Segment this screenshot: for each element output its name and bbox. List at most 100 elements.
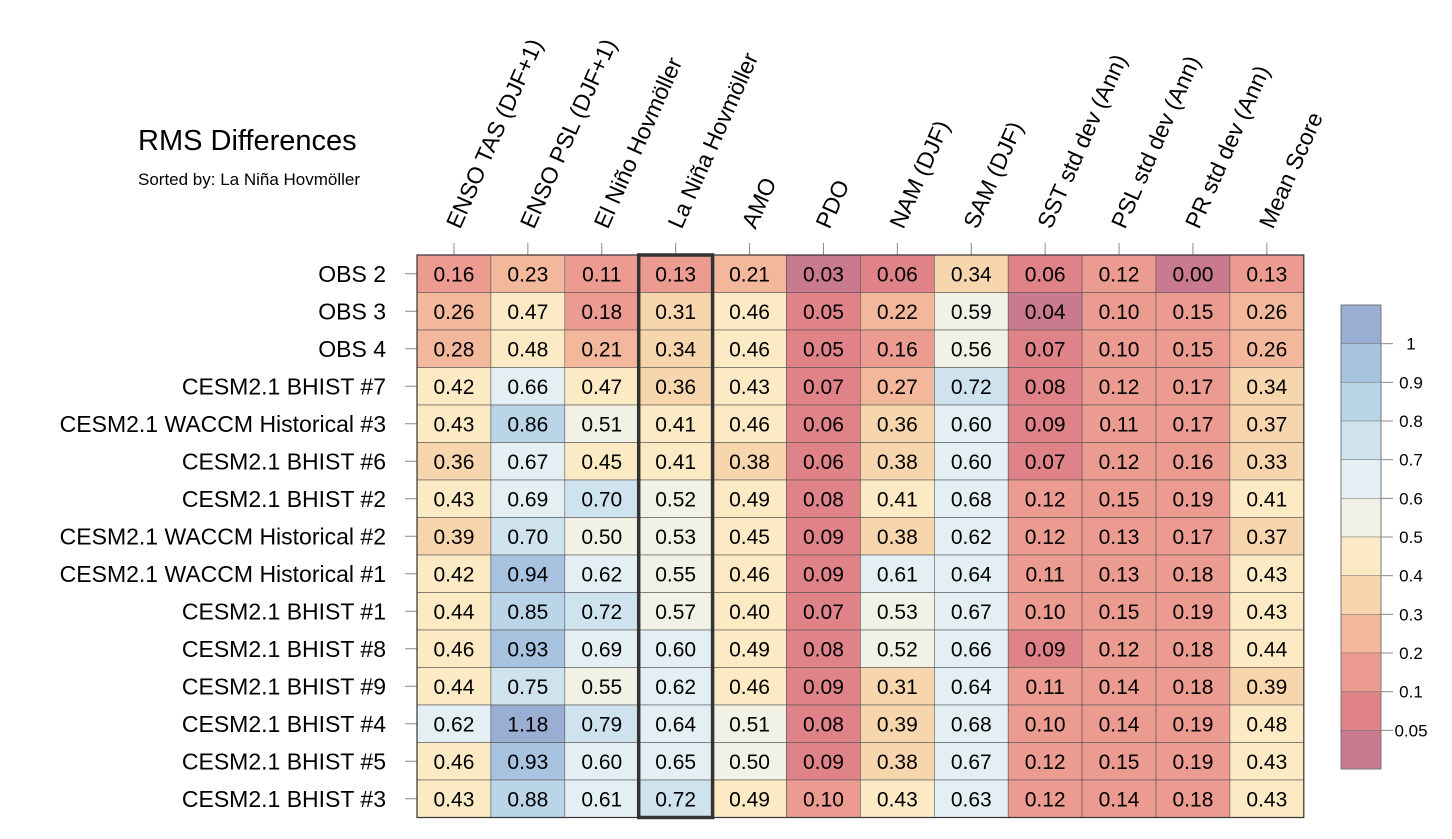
cell-value-label: 0.43	[434, 788, 475, 811]
heatmap-cell	[1155, 292, 1231, 331]
cell-value-label: 0.68	[951, 488, 992, 511]
heatmap-cell	[638, 779, 713, 818]
cell-value-label: 0.12	[1025, 526, 1066, 549]
chart-title: RMS Differences	[138, 125, 357, 157]
cell-value-label: 0.06	[877, 263, 918, 286]
heatmap-cell	[933, 517, 1009, 556]
heatmap-cell	[1081, 404, 1157, 443]
cell-value-label: 0.16	[1173, 451, 1214, 474]
cell-value-label: 0.52	[877, 638, 918, 661]
cell-value-label: 0.69	[581, 638, 622, 661]
heatmap-cell	[933, 329, 1009, 368]
row-label: OBS 3	[318, 298, 386, 324]
heatmap-cell	[638, 592, 713, 631]
heatmap-cell	[638, 479, 713, 518]
cell-value-label: 0.64	[951, 563, 992, 586]
cell-value-label: 0.49	[729, 488, 770, 511]
cell-value-label: 0.66	[951, 638, 992, 661]
cell-value-label: 0.86	[507, 413, 548, 436]
heatmap-cell	[564, 292, 639, 331]
cell-value-label: 0.34	[655, 338, 696, 361]
cell-value-label: 0.68	[951, 713, 992, 736]
cell-value-label: 0.10	[1025, 713, 1066, 736]
heatmap-cell	[860, 479, 935, 518]
cell-value-label: 0.46	[729, 413, 770, 436]
colorbar-swatch	[1340, 498, 1382, 538]
cell-value-label: 0.51	[581, 413, 622, 436]
cell-value-label: 0.05	[803, 338, 844, 361]
cell-value-label: 0.06	[803, 451, 844, 474]
heatmap-cell	[1007, 667, 1083, 706]
cell-value-label: 0.12	[1099, 451, 1140, 474]
cell-value-label: 0.00	[1173, 263, 1214, 286]
heatmap-cell	[1229, 404, 1305, 443]
heatmap-cell	[933, 592, 1009, 631]
sorted-column-highlight	[636, 253, 715, 820]
colorbar-tick-label: 0.4	[1399, 567, 1423, 586]
heatmap-cell	[416, 704, 492, 743]
colorbar-tick-label: 0.3	[1399, 605, 1423, 624]
heatmap-cell	[1155, 704, 1231, 743]
heatmap-cell	[1229, 367, 1305, 406]
cell-value-label: 0.69	[507, 488, 548, 511]
cell-value-label: 0.67	[951, 751, 992, 774]
cell-value-label: 0.09	[1025, 638, 1066, 661]
cell-value-label: 0.72	[581, 601, 622, 624]
cell-value-label: 0.08	[1025, 376, 1066, 399]
cell-value-label: 0.79	[581, 713, 622, 736]
cell-value-label: 0.39	[877, 713, 918, 736]
cell-value-label: 0.46	[729, 563, 770, 586]
cell-value-label: 0.50	[581, 526, 622, 549]
cell-value-label: 0.17	[1173, 376, 1214, 399]
cell-value-label: 0.37	[1246, 526, 1287, 549]
heatmap-cell	[860, 254, 935, 293]
heatmap-cell	[860, 779, 935, 818]
colorbar-tick-label: 0.1	[1399, 683, 1423, 702]
heatmap-cell	[712, 667, 787, 706]
cell-value-label: 0.06	[803, 413, 844, 436]
heatmap-cell	[1155, 329, 1231, 368]
cell-value-label: 0.46	[434, 751, 475, 774]
cell-value-label: 0.26	[1246, 338, 1287, 361]
cell-value-label: 0.12	[1025, 488, 1066, 511]
cell-value-label: 0.31	[655, 301, 696, 324]
cell-value-label: 0.17	[1173, 413, 1214, 436]
cell-value-label: 0.19	[1173, 751, 1214, 774]
cell-value-label: 0.45	[729, 526, 770, 549]
heatmap-cell	[564, 742, 639, 781]
cell-value-label: 0.36	[877, 413, 918, 436]
cell-value-label: 0.16	[877, 338, 918, 361]
row-label: CESM2.1 BHIST #9	[182, 673, 386, 699]
heatmap-cell	[786, 629, 861, 668]
heatmap-cell	[564, 704, 639, 743]
colorbar-swatch	[1340, 536, 1382, 576]
cell-value-label: 0.36	[434, 451, 475, 474]
heatmap-cell	[416, 367, 492, 406]
heatmap-cell	[933, 742, 1009, 781]
heatmap-cell	[1229, 517, 1305, 556]
heatmap-cell	[1155, 254, 1231, 293]
cell-value-label: 0.19	[1173, 488, 1214, 511]
cell-value-label: 0.12	[1025, 788, 1066, 811]
cell-value-label: 0.59	[951, 301, 992, 324]
colorbar-tick-label: 0.5	[1399, 528, 1423, 547]
cell-value-label: 0.31	[877, 676, 918, 699]
heatmap-cell	[490, 742, 566, 781]
cell-value-label: 0.51	[729, 713, 770, 736]
heatmap-cell	[1081, 479, 1157, 518]
heatmap-cell	[1229, 554, 1305, 593]
heatmap-cell	[1229, 592, 1305, 631]
cell-value-label: 0.36	[655, 376, 696, 399]
heatmap-cell	[416, 779, 492, 818]
cell-value-label: 0.21	[729, 263, 770, 286]
heatmap-cell	[860, 592, 935, 631]
cell-value-label: 0.57	[655, 601, 696, 624]
colorbar-swatch	[1340, 304, 1382, 344]
colorbar-tick-label: 0.05	[1394, 721, 1427, 740]
heatmap-cell	[933, 292, 1009, 331]
cell-value-label: 0.11	[582, 263, 621, 286]
column-label: SAM (DJF)	[958, 118, 1028, 232]
cell-value-label: 0.19	[1173, 601, 1214, 624]
cell-value-label: 0.18	[581, 301, 622, 324]
cell-value-label: 0.09	[1025, 413, 1066, 436]
